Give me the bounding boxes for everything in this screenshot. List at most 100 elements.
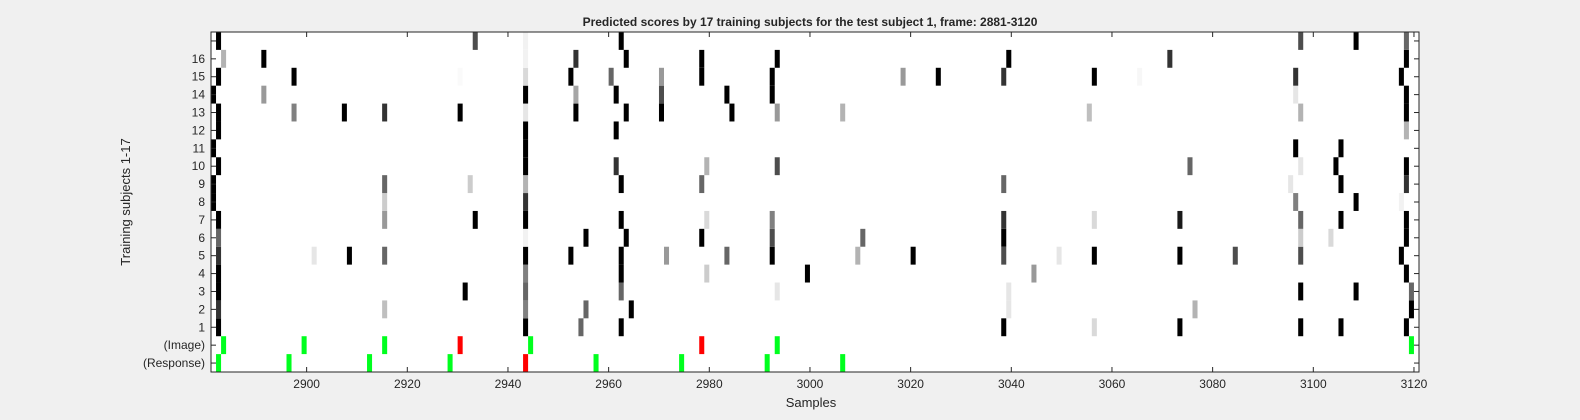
score-cell	[774, 103, 780, 122]
event-markers	[216, 336, 1414, 372]
score-cell	[618, 282, 624, 301]
y-tick-label: 14	[192, 88, 206, 102]
score-cell	[935, 67, 941, 86]
score-cell	[1403, 157, 1409, 176]
score-cell	[613, 85, 619, 104]
score-cell	[623, 103, 629, 122]
score-cell	[1001, 246, 1007, 265]
score-cell	[523, 300, 529, 319]
score-cell	[618, 175, 624, 194]
score-cell	[1086, 103, 1092, 122]
score-cell	[1403, 175, 1409, 194]
score-cell	[573, 85, 579, 104]
score-cell	[699, 228, 705, 247]
x-axis-label: Samples	[786, 395, 837, 410]
score-cell	[724, 246, 730, 265]
score-cell	[1403, 318, 1409, 337]
score-cell	[216, 282, 222, 301]
score-cell	[382, 175, 388, 194]
score-cell	[1031, 264, 1037, 283]
score-cell	[1403, 210, 1409, 229]
score-cell	[523, 282, 529, 301]
y-tick-label: 5	[198, 249, 205, 263]
score-cell	[729, 103, 735, 122]
score-cell	[216, 318, 222, 337]
score-cell	[573, 103, 579, 122]
score-cell	[216, 300, 222, 319]
score-cell	[1298, 282, 1304, 301]
score-cell	[472, 32, 478, 50]
score-cell	[221, 49, 227, 68]
score-cell	[216, 67, 222, 86]
score-cell	[1408, 282, 1414, 301]
score-cell	[618, 32, 624, 50]
score-cell	[628, 300, 634, 319]
score-cell	[769, 67, 775, 86]
score-cell	[578, 318, 584, 337]
score-cell	[1001, 175, 1007, 194]
score-cell	[1293, 139, 1299, 158]
score-cell	[523, 318, 529, 337]
score-cell	[804, 264, 810, 283]
response-marker	[764, 354, 770, 372]
image-marker	[221, 336, 227, 355]
score-cell	[1298, 318, 1304, 337]
y-tick-label: 12	[192, 123, 206, 137]
score-cell	[341, 103, 347, 122]
score-cell	[774, 282, 780, 301]
score-cell	[1001, 228, 1007, 247]
score-cell	[1338, 139, 1344, 158]
score-cell	[1408, 300, 1414, 319]
score-cell	[1338, 175, 1344, 194]
chart-title: Predicted scores by 17 training subjects…	[583, 15, 1038, 29]
x-tick-label: 3080	[1199, 377, 1226, 391]
score-cell	[261, 49, 267, 68]
score-cell	[1091, 67, 1097, 86]
score-cell	[573, 49, 579, 68]
score-cell	[1403, 228, 1409, 247]
score-cell	[699, 67, 705, 86]
score-cell	[1298, 246, 1304, 265]
response-marker	[216, 354, 222, 372]
score-cell	[291, 103, 297, 122]
image-marker	[699, 336, 705, 355]
response-marker	[447, 354, 453, 372]
score-cell	[1187, 157, 1193, 176]
score-cell	[523, 157, 529, 176]
score-cell	[523, 139, 529, 158]
score-cell	[382, 246, 388, 265]
image-marker	[774, 336, 780, 355]
y-tick-label: 4	[198, 267, 205, 281]
response-marker	[679, 354, 685, 372]
score-cell	[523, 85, 529, 104]
score-cell	[1091, 318, 1097, 337]
score-cell	[382, 210, 388, 229]
y-tick-label: 9	[198, 177, 205, 191]
score-cell	[1338, 318, 1344, 337]
x-tick-label: 2940	[495, 377, 522, 391]
score-cell	[769, 246, 775, 265]
score-cell	[216, 246, 222, 265]
score-cell	[769, 228, 775, 247]
score-cell	[613, 157, 619, 176]
x-tick-label: 3100	[1300, 377, 1327, 391]
score-cell	[1398, 246, 1404, 265]
x-tick-label: 3060	[1099, 377, 1126, 391]
y-tick-label: 3	[198, 284, 205, 298]
score-cell	[1398, 67, 1404, 86]
response-marker	[840, 354, 846, 372]
score-cell	[623, 49, 629, 68]
response-marker	[523, 354, 529, 372]
score-cell	[1333, 157, 1339, 176]
y-tick-label: 15	[192, 70, 206, 84]
score-cell	[467, 175, 473, 194]
y-tick-label: 11	[193, 141, 206, 155]
score-cell	[658, 103, 664, 122]
score-cell	[840, 103, 846, 122]
y-tick-label: (Image)	[164, 338, 205, 352]
x-axis: 2900 2920 2940 2960 2980 3000 3020 3040 3060 3080…	[293, 32, 1428, 391]
x-tick-label: 2920	[394, 377, 421, 391]
score-cell	[1177, 210, 1183, 229]
score-cell	[1293, 193, 1299, 211]
